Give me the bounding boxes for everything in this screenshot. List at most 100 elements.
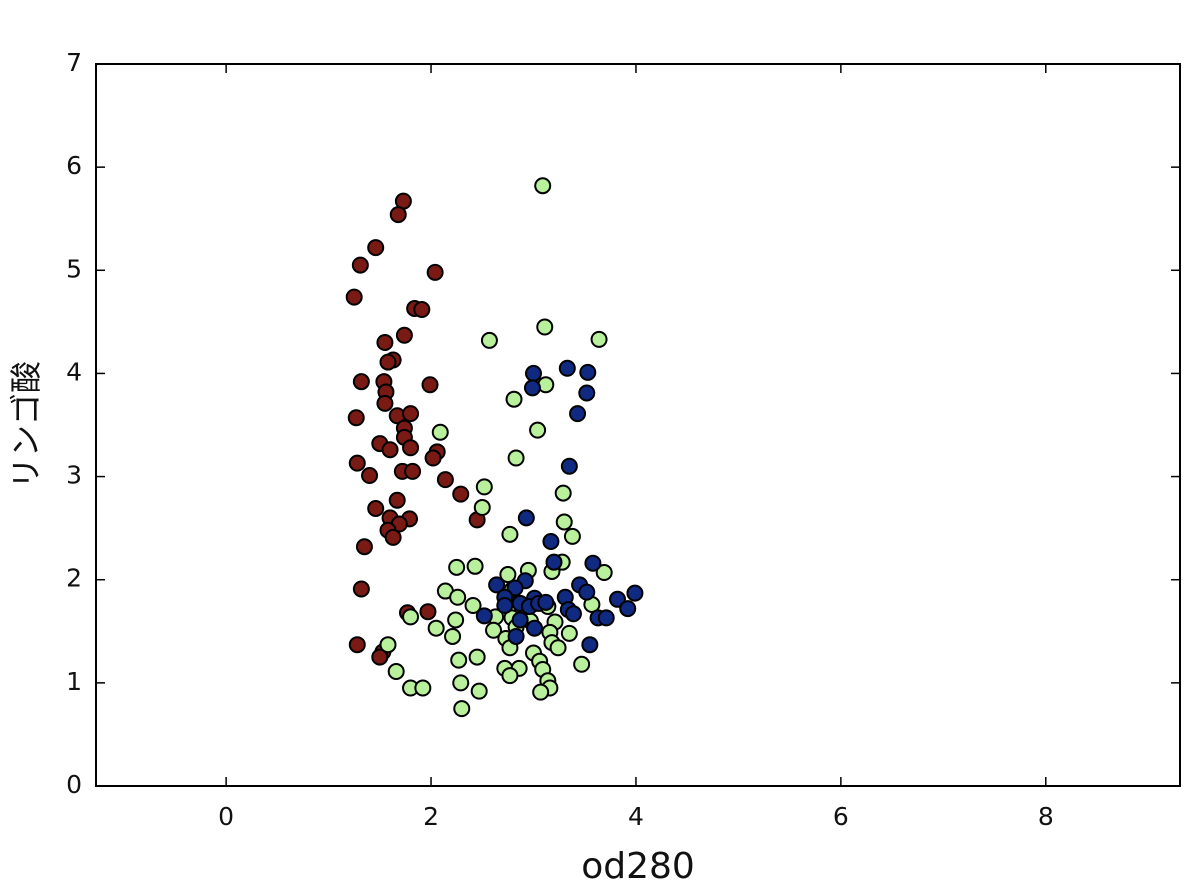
point — [564, 605, 582, 623]
point — [468, 648, 486, 666]
point — [573, 655, 591, 673]
y-tick-label: 5 — [66, 254, 82, 283]
point — [379, 353, 397, 371]
point — [352, 580, 370, 598]
point — [581, 636, 599, 654]
y-axis-label: リンゴ酸 — [7, 361, 45, 489]
y-tick-label: 6 — [66, 151, 82, 180]
point — [597, 609, 615, 627]
point — [545, 553, 563, 571]
x-tick-label: 6 — [833, 802, 849, 831]
point — [419, 603, 437, 621]
point — [376, 394, 394, 412]
point — [464, 597, 482, 614]
point — [453, 700, 471, 718]
x-tick-label: 8 — [1038, 802, 1054, 831]
point — [387, 663, 405, 681]
point — [507, 627, 525, 645]
point — [511, 611, 529, 629]
point — [404, 462, 422, 480]
point — [526, 619, 544, 637]
point — [367, 239, 385, 257]
y-tick-label: 4 — [66, 357, 82, 386]
point — [402, 608, 420, 626]
point — [523, 379, 541, 397]
point — [537, 593, 555, 611]
point — [414, 679, 432, 697]
y-tick-label: 3 — [66, 461, 82, 490]
point — [466, 557, 484, 575]
point — [506, 579, 524, 597]
point — [542, 533, 560, 551]
point — [348, 454, 366, 472]
point — [473, 499, 491, 517]
point — [554, 484, 572, 502]
point — [448, 558, 466, 576]
point — [619, 600, 637, 618]
point — [384, 528, 402, 546]
point — [452, 485, 470, 503]
point — [470, 682, 488, 700]
point — [488, 576, 506, 594]
point — [351, 256, 369, 274]
point — [402, 439, 420, 457]
point — [501, 667, 519, 685]
x-tick-label: 0 — [218, 802, 234, 831]
point — [452, 674, 470, 692]
point — [536, 318, 554, 336]
point — [609, 590, 627, 608]
point — [499, 566, 517, 584]
point — [563, 527, 581, 545]
x-tick-label: 2 — [423, 802, 439, 831]
point — [345, 288, 363, 306]
point — [590, 330, 608, 348]
point — [395, 326, 413, 344]
point — [450, 651, 468, 669]
point — [347, 409, 365, 427]
x-tick-label: 4 — [628, 802, 644, 831]
point — [555, 513, 573, 531]
point — [507, 449, 525, 467]
point — [389, 206, 407, 224]
point — [517, 509, 535, 527]
point — [361, 467, 379, 485]
point — [352, 373, 370, 391]
point — [376, 333, 394, 351]
point — [578, 583, 596, 601]
point — [560, 624, 578, 642]
point — [560, 457, 578, 475]
point — [501, 525, 519, 543]
point — [427, 619, 445, 637]
point — [534, 177, 552, 195]
y-tick-label: 1 — [66, 667, 82, 696]
point — [578, 384, 596, 402]
point — [355, 538, 373, 556]
point — [413, 300, 431, 318]
point — [626, 584, 644, 602]
point — [381, 441, 399, 459]
point — [549, 639, 567, 657]
point — [436, 471, 454, 489]
point — [444, 627, 462, 645]
point — [388, 491, 406, 509]
point — [505, 390, 523, 408]
point — [532, 683, 550, 701]
y-tick-label: 0 — [66, 770, 82, 799]
point — [569, 405, 587, 423]
y-tick-label: 2 — [66, 564, 82, 593]
point — [348, 636, 366, 654]
x-axis-label: od280 — [581, 846, 695, 887]
point — [584, 554, 602, 572]
y-tick-label: 7 — [66, 48, 82, 77]
point — [529, 421, 547, 439]
point — [424, 449, 442, 467]
point — [558, 359, 576, 377]
point — [595, 563, 613, 581]
point — [431, 423, 449, 441]
point — [421, 376, 439, 394]
point — [496, 597, 514, 614]
point — [524, 364, 542, 382]
point — [447, 611, 465, 629]
point — [371, 648, 389, 666]
